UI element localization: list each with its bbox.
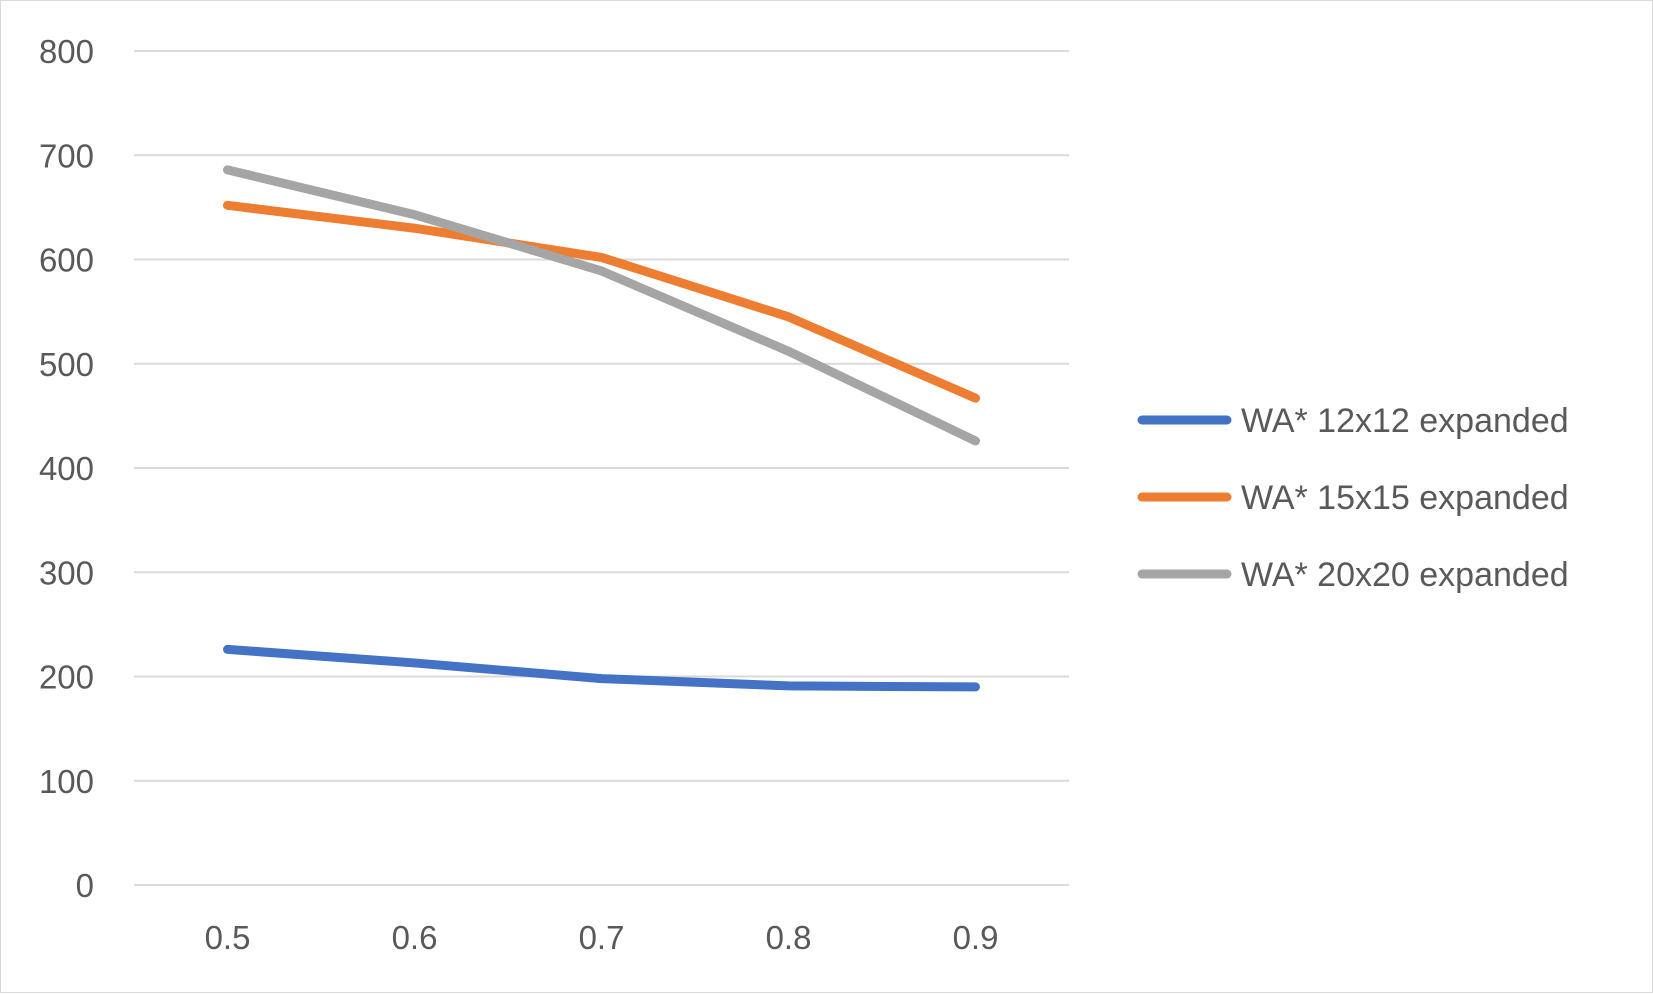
legend-label: WA* 20x20 expanded [1241, 556, 1569, 594]
legend-item-3: WA* 20x20 expanded [1142, 556, 1569, 594]
y-tick-label: 0 [76, 867, 94, 904]
y-tick-label: 100 [39, 763, 94, 800]
gridlines [134, 51, 1069, 885]
x-axis: 0.5 0.6 0.7 0.8 0.9 [205, 919, 999, 956]
x-tick-label: 0.6 [392, 919, 438, 956]
series-line [228, 170, 976, 441]
x-tick-label: 0.7 [579, 919, 625, 956]
y-tick-label: 600 [39, 242, 94, 279]
y-tick-label: 500 [39, 346, 94, 383]
series-1 [227, 649, 975, 687]
series-line [228, 205, 976, 398]
x-tick-label: 0.5 [205, 919, 251, 956]
series-3 [227, 170, 975, 441]
y-axis: 0 100 200 300 400 500 600 700 800 [39, 33, 94, 904]
legend-item-1: WA* 12x12 expanded [1142, 402, 1569, 440]
series-line [228, 649, 976, 687]
legend-label: WA* 15x15 expanded [1241, 479, 1569, 517]
y-tick-label: 700 [39, 137, 94, 174]
series-2 [227, 205, 975, 398]
y-tick-label: 200 [39, 659, 94, 696]
y-tick-label: 800 [39, 33, 94, 70]
legend-label: WA* 12x12 expanded [1241, 402, 1569, 440]
y-tick-label: 400 [39, 450, 94, 487]
series-lines [227, 170, 975, 687]
y-tick-label: 300 [39, 554, 94, 591]
x-tick-label: 0.9 [953, 919, 999, 956]
legend-item-2: WA* 15x15 expanded [1142, 479, 1569, 517]
x-tick-label: 0.8 [766, 919, 812, 956]
legend: WA* 12x12 expanded WA* 15x15 expanded WA* … [1142, 402, 1569, 594]
